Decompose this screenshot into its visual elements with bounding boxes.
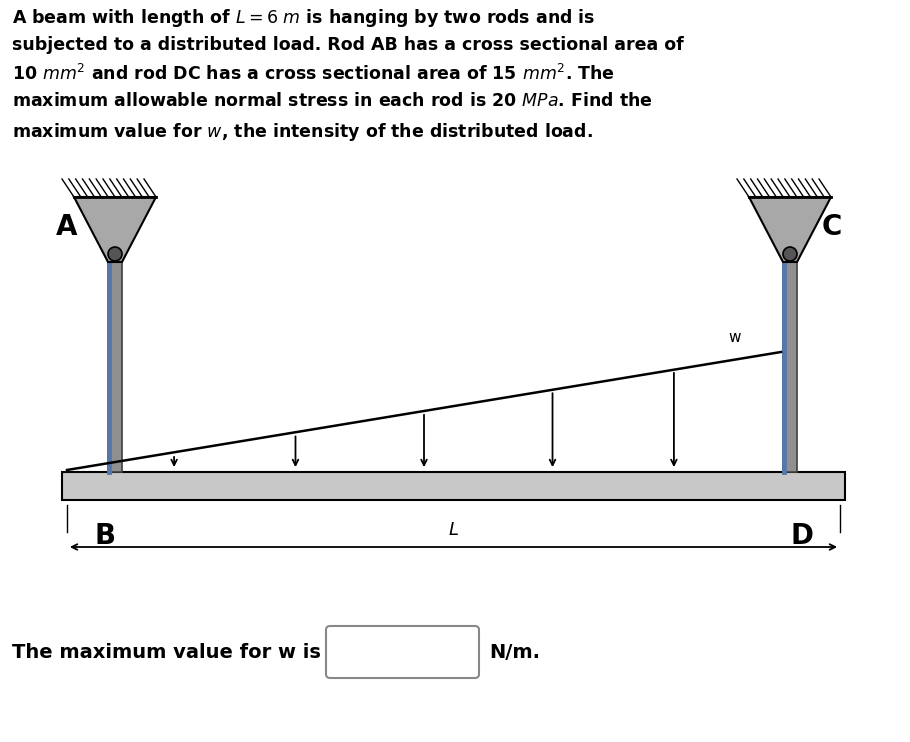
- Circle shape: [783, 247, 797, 261]
- Text: maximum value for $w$, the intensity of the distributed load.: maximum value for $w$, the intensity of …: [12, 121, 593, 143]
- Text: maximum allowable normal stress in each rod is 20 $MPa$. Find the: maximum allowable normal stress in each …: [12, 93, 653, 111]
- Text: A: A: [56, 213, 77, 241]
- Text: L: L: [449, 521, 459, 539]
- Text: The maximum value for w is: The maximum value for w is: [12, 643, 321, 662]
- Polygon shape: [62, 472, 845, 500]
- Text: A beam with length of $L = 6\ m$ is hanging by two rods and is: A beam with length of $L = 6\ m$ is hang…: [12, 7, 595, 29]
- Circle shape: [108, 247, 122, 261]
- Polygon shape: [74, 197, 156, 262]
- Text: N/m.: N/m.: [489, 643, 540, 662]
- Polygon shape: [749, 197, 831, 262]
- Text: C: C: [822, 213, 842, 241]
- Text: w: w: [729, 329, 742, 344]
- Polygon shape: [783, 212, 797, 472]
- Text: B: B: [95, 522, 116, 550]
- Polygon shape: [108, 212, 122, 472]
- Text: D: D: [791, 522, 814, 550]
- FancyBboxPatch shape: [326, 626, 479, 678]
- Text: subjected to a distributed load. Rod AB has a cross sectional area of: subjected to a distributed load. Rod AB …: [12, 36, 683, 53]
- Text: 10 $mm^2$ and rod DC has a cross sectional area of 15 $mm^2$. The: 10 $mm^2$ and rod DC has a cross section…: [12, 64, 615, 84]
